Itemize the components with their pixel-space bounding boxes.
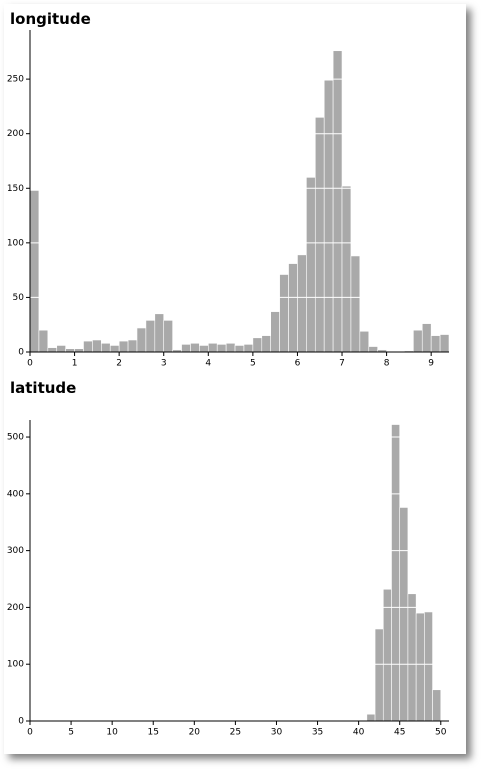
x-tick-label: 1 <box>72 359 78 369</box>
bar <box>47 347 58 353</box>
y-tick-label: 100 <box>7 660 24 670</box>
bar <box>359 330 370 353</box>
bar <box>439 334 450 353</box>
bar <box>306 177 316 353</box>
x-tick-label: 2 <box>116 359 122 369</box>
x-tick-label: 8 <box>384 359 390 369</box>
x-tick-label: 9 <box>428 359 434 369</box>
bar <box>366 713 376 722</box>
y-tick-label: 150 <box>7 184 24 194</box>
x-tick-label: 4 <box>205 359 211 369</box>
bar <box>279 274 289 353</box>
x-tick-label: 3 <box>161 359 167 369</box>
bar <box>297 254 307 353</box>
x-tick-label: 7 <box>339 359 345 369</box>
bar <box>374 628 384 722</box>
bar <box>288 263 298 353</box>
x-tick-label: 35 <box>312 728 323 738</box>
x-tick-label: 6 <box>295 359 301 369</box>
y-tick-label: 0 <box>18 717 24 727</box>
bar <box>368 346 378 353</box>
y-tick-label: 500 <box>7 433 24 443</box>
x-tick-label: 25 <box>230 728 241 738</box>
bar <box>421 323 432 353</box>
x-tick-label: 5 <box>250 359 256 369</box>
x-tick-label: 30 <box>271 728 283 738</box>
bar <box>261 335 272 353</box>
x-tick-label: 5 <box>68 728 74 738</box>
bar <box>56 345 66 353</box>
x-tick-label: 40 <box>353 728 365 738</box>
bar <box>190 342 200 353</box>
bar <box>199 345 209 353</box>
y-tick-label: 100 <box>7 238 24 248</box>
bar <box>101 342 111 353</box>
bar <box>407 593 417 722</box>
y-tick-label: 300 <box>7 546 24 556</box>
bar <box>243 344 254 353</box>
y-tick-label: 400 <box>7 489 24 499</box>
y-tick-label: 200 <box>7 603 24 613</box>
x-tick-label: 20 <box>189 728 201 738</box>
chart-title: longitude <box>10 10 91 28</box>
bar <box>413 329 423 353</box>
bar <box>92 339 102 353</box>
bar <box>399 507 409 722</box>
bar <box>216 344 227 353</box>
bar <box>154 313 165 353</box>
bar <box>430 335 441 353</box>
x-tick-label: 45 <box>394 728 405 738</box>
bar <box>332 50 343 353</box>
bar <box>415 612 425 722</box>
bar <box>145 320 156 353</box>
bar <box>252 337 263 353</box>
y-tick-label: 0 <box>18 348 24 358</box>
bar <box>38 329 49 353</box>
y-tick-label: 250 <box>7 75 24 85</box>
bar <box>29 190 40 353</box>
y-tick-label: 200 <box>7 129 24 139</box>
x-tick-label: 15 <box>148 728 159 738</box>
bar <box>424 611 433 722</box>
bar <box>109 345 120 353</box>
bar <box>181 344 191 353</box>
y-tick-label: 50 <box>13 293 25 303</box>
bar <box>136 327 147 353</box>
x-tick-label: 50 <box>435 728 447 738</box>
bar <box>323 79 334 353</box>
bar <box>234 345 245 353</box>
x-tick-label: 0 <box>27 728 33 738</box>
bar <box>118 340 129 353</box>
bar <box>391 424 401 722</box>
bar <box>350 255 361 353</box>
bar <box>341 185 352 353</box>
chart-title: latitude <box>10 379 76 397</box>
bar <box>207 342 218 353</box>
bar <box>225 342 236 353</box>
bar <box>83 340 93 353</box>
bar <box>314 117 325 353</box>
bar <box>382 588 392 722</box>
bar <box>270 311 280 353</box>
x-tick-label: 0 <box>27 359 33 369</box>
bar <box>432 689 442 722</box>
x-tick-label: 10 <box>106 728 118 738</box>
bar <box>127 339 138 353</box>
bar <box>163 320 173 353</box>
